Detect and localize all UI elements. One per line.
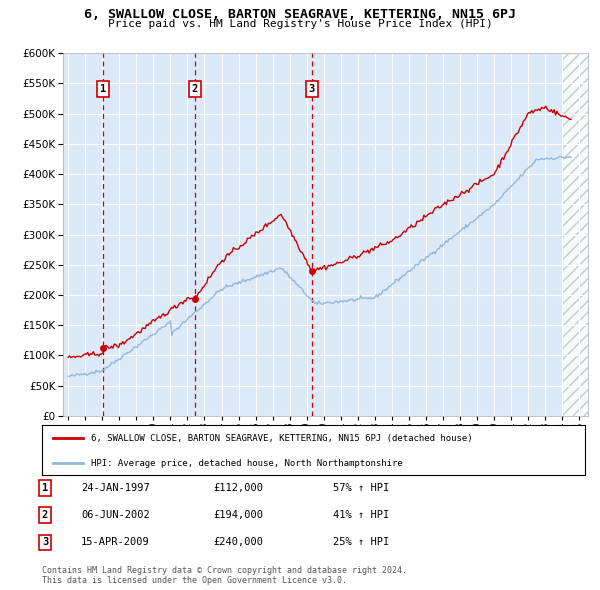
Text: £194,000: £194,000: [213, 510, 263, 520]
Text: HPI: Average price, detached house, North Northamptonshire: HPI: Average price, detached house, Nort…: [91, 459, 403, 468]
Text: 6, SWALLOW CLOSE, BARTON SEAGRAVE, KETTERING, NN15 6PJ (detached house): 6, SWALLOW CLOSE, BARTON SEAGRAVE, KETTE…: [91, 434, 472, 443]
Text: 15-APR-2009: 15-APR-2009: [81, 537, 150, 547]
Text: 06-JUN-2002: 06-JUN-2002: [81, 510, 150, 520]
Text: 41% ↑ HPI: 41% ↑ HPI: [333, 510, 389, 520]
Text: 25% ↑ HPI: 25% ↑ HPI: [333, 537, 389, 547]
Text: 6, SWALLOW CLOSE, BARTON SEAGRAVE, KETTERING, NN15 6PJ: 6, SWALLOW CLOSE, BARTON SEAGRAVE, KETTE…: [84, 8, 516, 21]
Text: 3: 3: [308, 84, 315, 94]
Text: Contains HM Land Registry data © Crown copyright and database right 2024.
This d: Contains HM Land Registry data © Crown c…: [42, 566, 407, 585]
Text: 57% ↑ HPI: 57% ↑ HPI: [333, 483, 389, 493]
Text: £240,000: £240,000: [213, 537, 263, 547]
Text: Price paid vs. HM Land Registry's House Price Index (HPI): Price paid vs. HM Land Registry's House …: [107, 19, 493, 30]
Text: £112,000: £112,000: [213, 483, 263, 493]
Text: 1: 1: [100, 84, 107, 94]
Text: 1: 1: [42, 483, 48, 493]
Text: 3: 3: [42, 537, 48, 547]
Text: 24-JAN-1997: 24-JAN-1997: [81, 483, 150, 493]
Text: 2: 2: [191, 84, 198, 94]
Text: 2: 2: [42, 510, 48, 520]
